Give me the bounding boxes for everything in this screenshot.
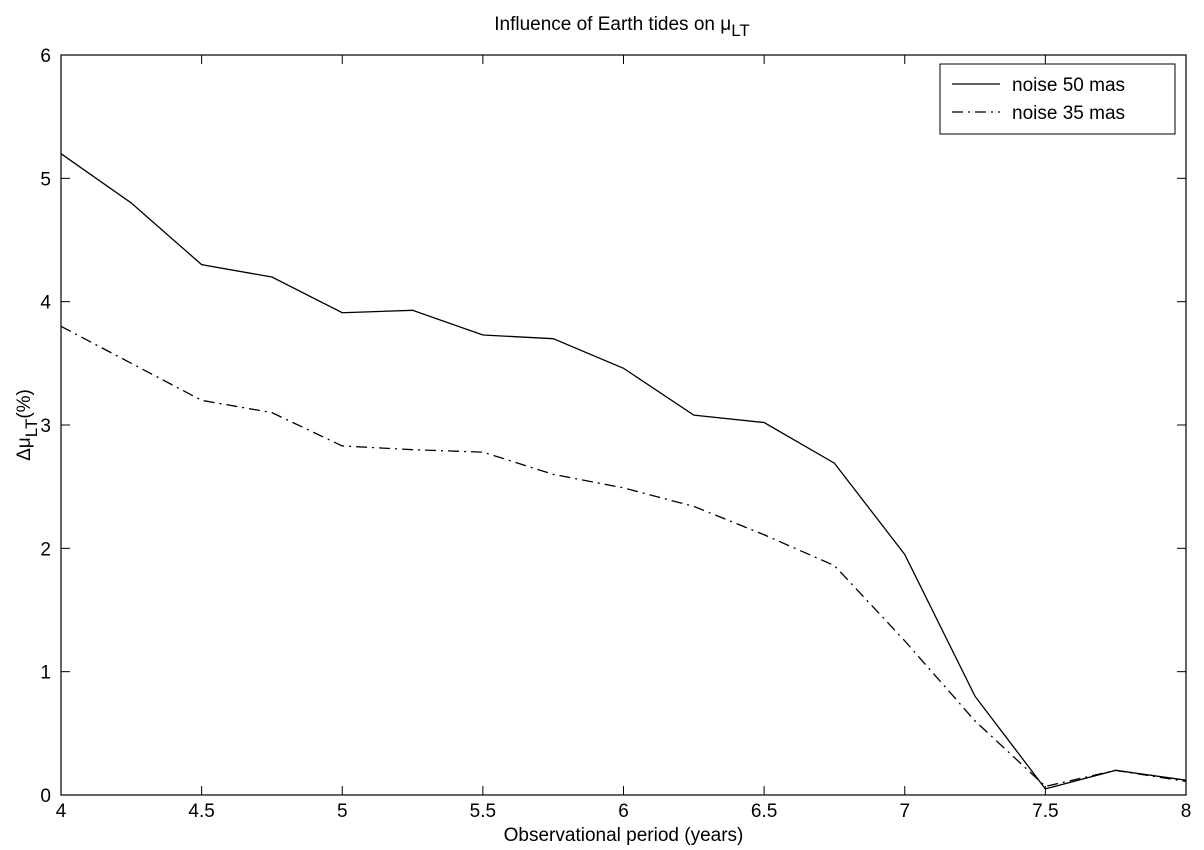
x-tick-label: 6.5 — [751, 801, 777, 822]
y-axis-label-subscript: LT — [22, 419, 41, 438]
svg-text:Influence of Earth tides on μL: Influence of Earth tides on μLT — [494, 14, 750, 40]
y-tick-label: 1 — [40, 663, 51, 684]
y-axis-label-suffix: (%) — [14, 389, 35, 419]
x-tick-label: 5 — [337, 801, 348, 822]
y-tick-label: 4 — [40, 293, 51, 314]
legend-box — [939, 63, 1176, 135]
series-line-noise-35-mas — [60, 325, 1187, 788]
y-tick-label: 5 — [40, 169, 51, 190]
chart-title-main: Influence of Earth tides on μ — [494, 14, 731, 35]
y-axis-label-main: Δμ — [14, 437, 35, 461]
y-tick-label: 2 — [40, 539, 51, 560]
y-tick-label: 0 — [40, 786, 51, 807]
plot-area-frame — [60, 54, 1187, 796]
y-tick-label: 6 — [40, 46, 51, 67]
axis-ticks: 4 4.5 5 5.5 6 6.5 7 7.5 8 0 1 2 3 4 5 6 — [40, 46, 1191, 822]
x-tick-label: 5.5 — [470, 801, 496, 822]
x-tick-label: 8 — [1181, 801, 1192, 822]
x-tick-label: 4.5 — [188, 801, 214, 822]
y-axis-label: ΔμLT(%) — [14, 389, 41, 461]
series-line-noise-50-mas — [60, 153, 1187, 790]
legend-label: noise 35 mas — [1012, 103, 1125, 124]
x-tick-label: 6 — [618, 801, 629, 822]
chart-title-subscript: LT — [731, 21, 750, 40]
y-tick-label: 3 — [40, 416, 51, 437]
x-tick-label: 7.5 — [1032, 801, 1058, 822]
legend: noise 50 mas noise 35 mas — [939, 63, 1176, 135]
legend-label: noise 50 mas — [1012, 75, 1125, 96]
chart-title: Influence of Earth tides on μLT — [494, 14, 750, 40]
x-tick-label: 4 — [56, 801, 67, 822]
x-axis-label: Observational period (years) — [504, 825, 744, 846]
series-layer — [60, 153, 1187, 790]
x-tick-label: 7 — [899, 801, 910, 822]
